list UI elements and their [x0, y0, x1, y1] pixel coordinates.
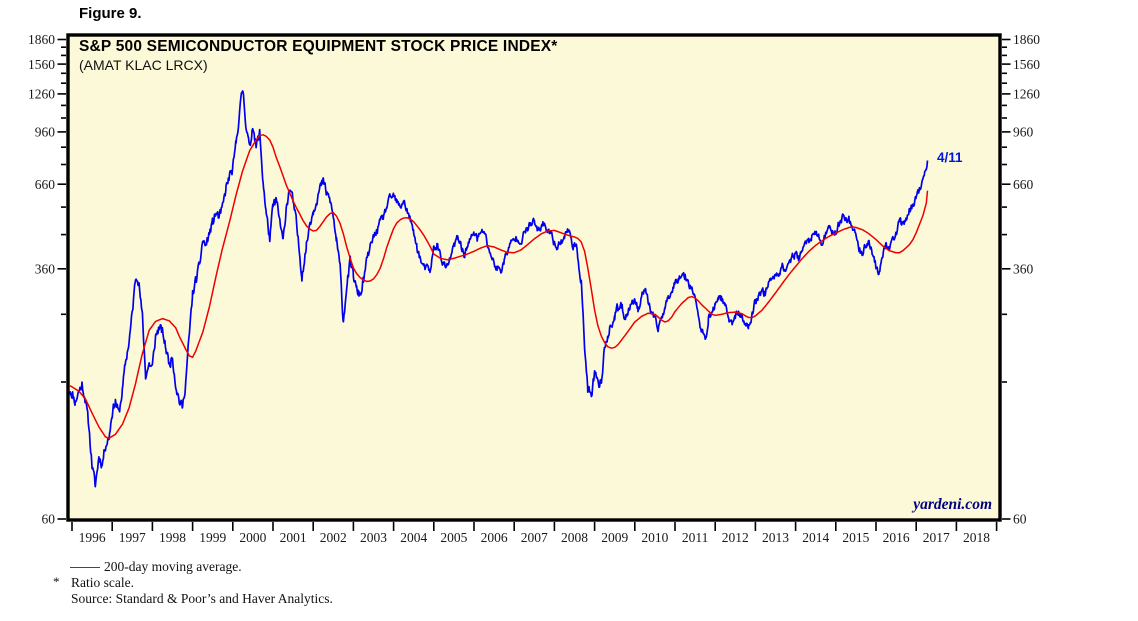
y-axis-label-left: 1860: [28, 32, 55, 47]
figure-label: Figure 9.: [79, 5, 142, 22]
x-axis-year-label: 2012: [722, 530, 749, 545]
y-axis-label-left: 60: [42, 512, 56, 527]
x-axis-year-label: 2003: [360, 530, 387, 545]
x-axis-year-label: 1997: [119, 530, 146, 545]
chart-title: S&P 500 SEMICONDUCTOR EQUIPMENT STOCK PR…: [79, 38, 558, 55]
y-axis-label-right: 1860: [1013, 32, 1040, 47]
x-axis-year-label: 1996: [79, 530, 106, 545]
x-axis-year-label: 2016: [883, 530, 910, 545]
x-axis-year-label: 2005: [440, 530, 467, 545]
x-axis-year-label: 2000: [239, 530, 266, 545]
footnote-ratio-scale: Ratio scale.: [71, 575, 134, 590]
y-axis-label-left: 1560: [28, 57, 55, 72]
x-axis-year-label: 2010: [641, 530, 668, 545]
y-axis-label-left: 1260: [28, 87, 55, 102]
x-axis-year-label: 2011: [682, 530, 709, 545]
x-axis-year-label: 2013: [762, 530, 789, 545]
footnote-asterisk: *: [53, 574, 60, 589]
y-axis-label-left: 660: [35, 177, 56, 192]
x-axis-year-label: 2009: [601, 530, 628, 545]
y-axis-label-right: 1560: [1013, 57, 1040, 72]
y-axis-label-right: 360: [1013, 262, 1034, 277]
y-axis-label-left: 960: [35, 125, 56, 140]
legend-label: 200-day moving average.: [104, 559, 242, 574]
x-axis-year-label: 2008: [561, 530, 588, 545]
x-axis-year-label: 2001: [280, 530, 307, 545]
x-axis-year-label: 2015: [842, 530, 869, 545]
legend-red-line-swatch: [70, 567, 100, 568]
x-axis-year-label: 2002: [320, 530, 347, 545]
source-line: Source: Standard & Poor’s and Haver Anal…: [71, 591, 333, 606]
plot-background: [66, 33, 1002, 522]
x-axis-year-label: 1998: [159, 530, 186, 545]
x-axis-year-label: 2006: [481, 530, 508, 545]
plot-frame: [66, 33, 1002, 522]
y-axis-label-right: 960: [1013, 125, 1034, 140]
chart-subtitle: (AMAT KLAC LRCX): [79, 57, 208, 73]
x-axis-year-label: 2014: [802, 530, 829, 545]
x-axis-year-label: 2004: [400, 530, 427, 545]
price-line: [69, 90, 929, 488]
y-axis-label-left: 360: [35, 262, 56, 277]
watermark-yardeni: yardeni.com: [913, 496, 992, 513]
y-axis-label-right: 660: [1013, 177, 1034, 192]
x-axis-year-label: 2018: [963, 530, 990, 545]
x-axis-year-label: 2017: [923, 530, 950, 545]
x-axis-year-label: 1999: [199, 530, 226, 545]
last-date-annotation: 4/11: [937, 150, 963, 165]
ma-200-line: [69, 134, 929, 439]
y-axis-label-right: 60: [1013, 512, 1027, 527]
x-axis-year-label: 2007: [521, 530, 548, 545]
y-axis-label-right: 1260: [1013, 87, 1040, 102]
